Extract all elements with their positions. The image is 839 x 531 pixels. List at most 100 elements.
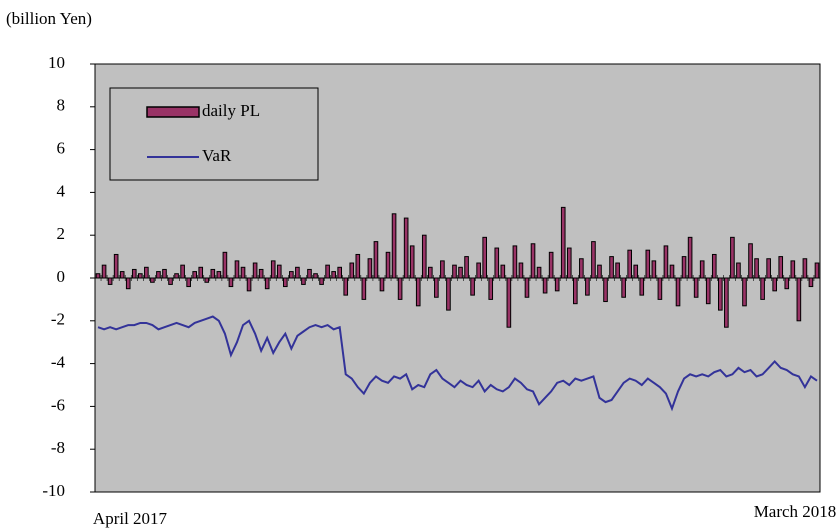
bar [264, 277, 270, 290]
x-tick-label: April 2017 [93, 509, 168, 528]
bar [367, 258, 373, 279]
bar [579, 258, 584, 279]
bar [270, 260, 276, 279]
bar [289, 271, 294, 279]
y-tick-label: -10 [42, 481, 65, 500]
bar [796, 277, 802, 322]
bar [585, 277, 590, 296]
bar [512, 245, 518, 279]
bar [609, 256, 614, 279]
bar [736, 262, 741, 279]
x-tick-label: March 2018 [754, 502, 837, 521]
bar [554, 277, 560, 292]
bar [180, 264, 185, 279]
bar [482, 236, 487, 279]
bar [283, 277, 288, 288]
bar [415, 277, 421, 307]
bar [663, 245, 669, 279]
bar [711, 253, 717, 279]
y-tick-label: -6 [51, 395, 65, 414]
bar [699, 260, 705, 279]
bar [216, 271, 222, 279]
y-tick-label: -4 [51, 353, 66, 372]
bar [192, 271, 197, 279]
bar [428, 266, 433, 279]
bar [295, 266, 300, 279]
bar [150, 277, 155, 283]
bar [458, 266, 463, 279]
bar [228, 277, 234, 288]
bar [591, 241, 596, 279]
bar [518, 262, 524, 279]
bar [542, 277, 548, 294]
bar [766, 258, 771, 279]
bar [361, 277, 367, 300]
bar [409, 245, 415, 279]
bar [524, 277, 530, 298]
bar [615, 262, 620, 279]
bar [464, 256, 469, 279]
y-tick-label: 0 [57, 267, 66, 286]
bar [391, 213, 397, 279]
y-tick-label: 6 [57, 139, 66, 158]
bar [724, 277, 729, 328]
y-tick-label: 2 [57, 224, 66, 243]
bar [337, 266, 342, 279]
legend-swatch [146, 106, 200, 118]
legend-label: VaR [202, 146, 232, 165]
bar [675, 277, 681, 307]
bar [560, 206, 566, 279]
bar [125, 277, 131, 290]
bar [331, 271, 336, 279]
bar [790, 260, 796, 279]
bar [434, 277, 439, 298]
bar [258, 268, 264, 279]
bar [107, 277, 113, 285]
bar [772, 277, 777, 292]
bar [784, 277, 790, 290]
bar [603, 277, 608, 303]
bar [240, 266, 246, 279]
bar [204, 277, 210, 283]
bar [730, 236, 735, 279]
bar [446, 277, 451, 311]
bar [403, 217, 409, 279]
bar [808, 277, 814, 288]
bar [198, 266, 204, 279]
bar [693, 277, 699, 298]
bar [373, 241, 379, 279]
bar [186, 277, 191, 288]
bar [343, 277, 349, 296]
bar [566, 247, 572, 279]
y-tick-label: -2 [51, 310, 65, 329]
bar [210, 268, 216, 279]
bar [95, 273, 101, 279]
bar [349, 262, 355, 279]
bar [156, 271, 161, 279]
bar [119, 271, 125, 279]
bar [252, 262, 258, 279]
bar [657, 277, 663, 300]
bar [530, 243, 536, 279]
bar [627, 249, 632, 279]
bar [379, 277, 385, 292]
bar [500, 264, 506, 279]
bar [301, 277, 306, 285]
bar [138, 273, 143, 279]
bar [470, 277, 475, 296]
y-tick-label: 8 [57, 96, 66, 115]
bar [319, 277, 324, 285]
y-tick-label: -8 [51, 438, 65, 457]
bar [452, 264, 457, 279]
bar [718, 277, 723, 311]
bar [814, 262, 820, 279]
bar [597, 264, 602, 279]
bar [168, 277, 173, 285]
bar [494, 247, 500, 279]
bar [276, 264, 282, 279]
bar [131, 268, 137, 279]
bar [113, 253, 119, 279]
bar [246, 277, 252, 292]
legend-label: daily PL [202, 101, 260, 120]
bar [548, 251, 554, 279]
